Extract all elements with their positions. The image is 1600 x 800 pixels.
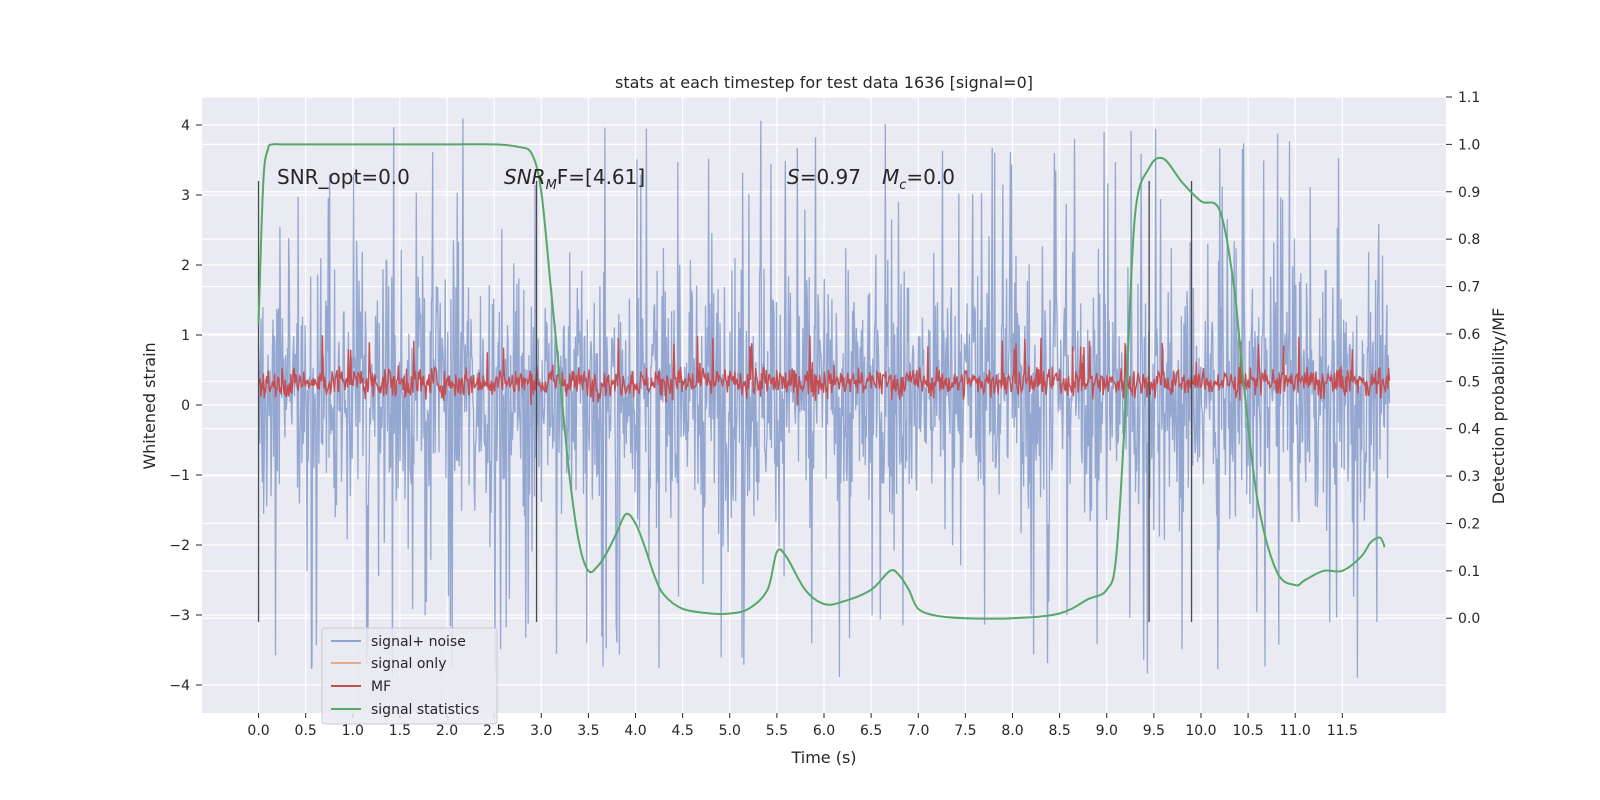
x-tick-labels: 0.0 0.5 1.0 1.5 2.0 2.5 3.0 3.5 4.0 4.5 5.0 5.5 6.0 6…	[247, 713, 1358, 739]
x-tick-label: 9.0	[1096, 723, 1118, 739]
y-tick-label: 2	[181, 258, 190, 274]
signal-statistics-line	[257, 143, 1386, 620]
x-tick-label: 6.0	[813, 723, 835, 739]
annotation-mc-sub: c	[899, 178, 906, 193]
y-tick-label: −2	[169, 538, 190, 554]
annotation-s-rest: =0.97	[800, 165, 861, 189]
y-right-tick-label: 0.5	[1458, 374, 1480, 390]
mf-line	[257, 335, 1391, 406]
y-right-tick-labels: 1.1 1.0 0.9 0.8 0.7 0.6 0.5 0.4 0.3 0.2 0.1 0.0	[1446, 90, 1480, 627]
x-tick-label: 7.0	[907, 723, 929, 739]
legend-box	[321, 627, 498, 725]
annotation-mc: Mc=0.0	[882, 165, 955, 193]
x-tick-label: 0.0	[247, 723, 269, 739]
x-tick-label: 5.0	[719, 723, 741, 739]
annotation-s-main: S	[787, 165, 800, 189]
y-right-tick-label: 0.4	[1458, 422, 1480, 438]
x-tick-label: 2.0	[436, 723, 458, 739]
x-tick-label: 8.0	[1001, 723, 1023, 739]
x-tick-label: 1.5	[389, 723, 411, 739]
x-tick-label: 11.5	[1327, 723, 1358, 739]
annotation-mc-main: M	[882, 165, 899, 189]
y-right-tick-label: 0.2	[1458, 516, 1480, 532]
x-tick-label: 9.5	[1143, 723, 1165, 739]
legend-label-signal-statistics: signal statistics	[371, 702, 479, 718]
x-tick-label: 4.5	[672, 723, 694, 739]
x-tick-label: 2.5	[483, 723, 505, 739]
y-tick-labels: 4 3 2 1 0 −1 −2 −3 −4	[169, 118, 202, 694]
signal-statistics-series	[257, 143, 1386, 620]
y-tick-label: −4	[169, 678, 190, 694]
x-tick-label: 3.0	[530, 723, 552, 739]
legend-label-mf: MF	[371, 679, 391, 695]
y-tick-label: −3	[169, 608, 190, 624]
y-right-axis-title: Detection probability/MF	[1489, 308, 1508, 505]
y-right-tick-label: 0.8	[1458, 232, 1480, 248]
y-right-tick-label: 1.0	[1458, 137, 1480, 153]
signal-noise-line	[257, 118, 1391, 678]
y-tick-label: 4	[181, 118, 190, 134]
legend-label-signal-noise: signal+ noise	[371, 634, 466, 650]
x-tick-label: 5.5	[766, 723, 788, 739]
y-tick-label: 3	[181, 188, 190, 204]
y-right-tick-label: 0.0	[1458, 611, 1480, 627]
y-right-tick-label: 1.1	[1458, 90, 1480, 106]
legend: signal+ noise signal only MF signal stat…	[321, 627, 498, 725]
annotation-s: S=0.97	[787, 165, 861, 189]
annotation-snr-mf-sub: M	[546, 178, 557, 193]
x-tick-label: 8.5	[1048, 723, 1070, 739]
y-tick-label: −1	[169, 468, 190, 484]
y-axis-title: Whitened strain	[140, 342, 159, 469]
mf-series	[257, 335, 1391, 406]
x-tick-label: 10.0	[1185, 723, 1216, 739]
y-right-tick-label: 0.9	[1458, 185, 1480, 201]
x-tick-label: 1.0	[342, 723, 364, 739]
x-tick-label: 4.0	[624, 723, 646, 739]
x-tick-label: 11.0	[1280, 723, 1311, 739]
y-right-tick-label: 0.7	[1458, 280, 1480, 296]
y-tick-label: 1	[181, 328, 190, 344]
x-tick-label: 3.5	[577, 723, 599, 739]
signal-noise-series	[257, 118, 1391, 678]
y-right-tick-label: 0.3	[1458, 469, 1480, 485]
y-tick-label: 0	[181, 398, 190, 414]
x-axis-title: Time (s)	[790, 748, 856, 767]
chart-title: stats at each timestep for test data 163…	[615, 73, 1033, 92]
annotation-snr-mf: SNRMF=[4.61]	[504, 165, 645, 193]
annotation-snr-mf-rest: F=[4.61]	[557, 165, 645, 189]
y-right-tick-label: 0.1	[1458, 564, 1480, 580]
x-tick-label: 0.5	[295, 723, 317, 739]
x-tick-label: 6.5	[860, 723, 882, 739]
legend-label-signal-only: signal only	[371, 656, 446, 672]
y-right-tick-label: 0.6	[1458, 327, 1480, 343]
vertical-markers	[257, 181, 1193, 622]
annotation-mc-rest: =0.0	[906, 165, 955, 189]
x-tick-label: 10.5	[1233, 723, 1264, 739]
x-tick-label: 7.5	[954, 723, 976, 739]
annotation-snr-mf-main: SNR	[504, 165, 546, 189]
annotation-snr-opt: SNR_opt=0.0	[277, 165, 410, 189]
